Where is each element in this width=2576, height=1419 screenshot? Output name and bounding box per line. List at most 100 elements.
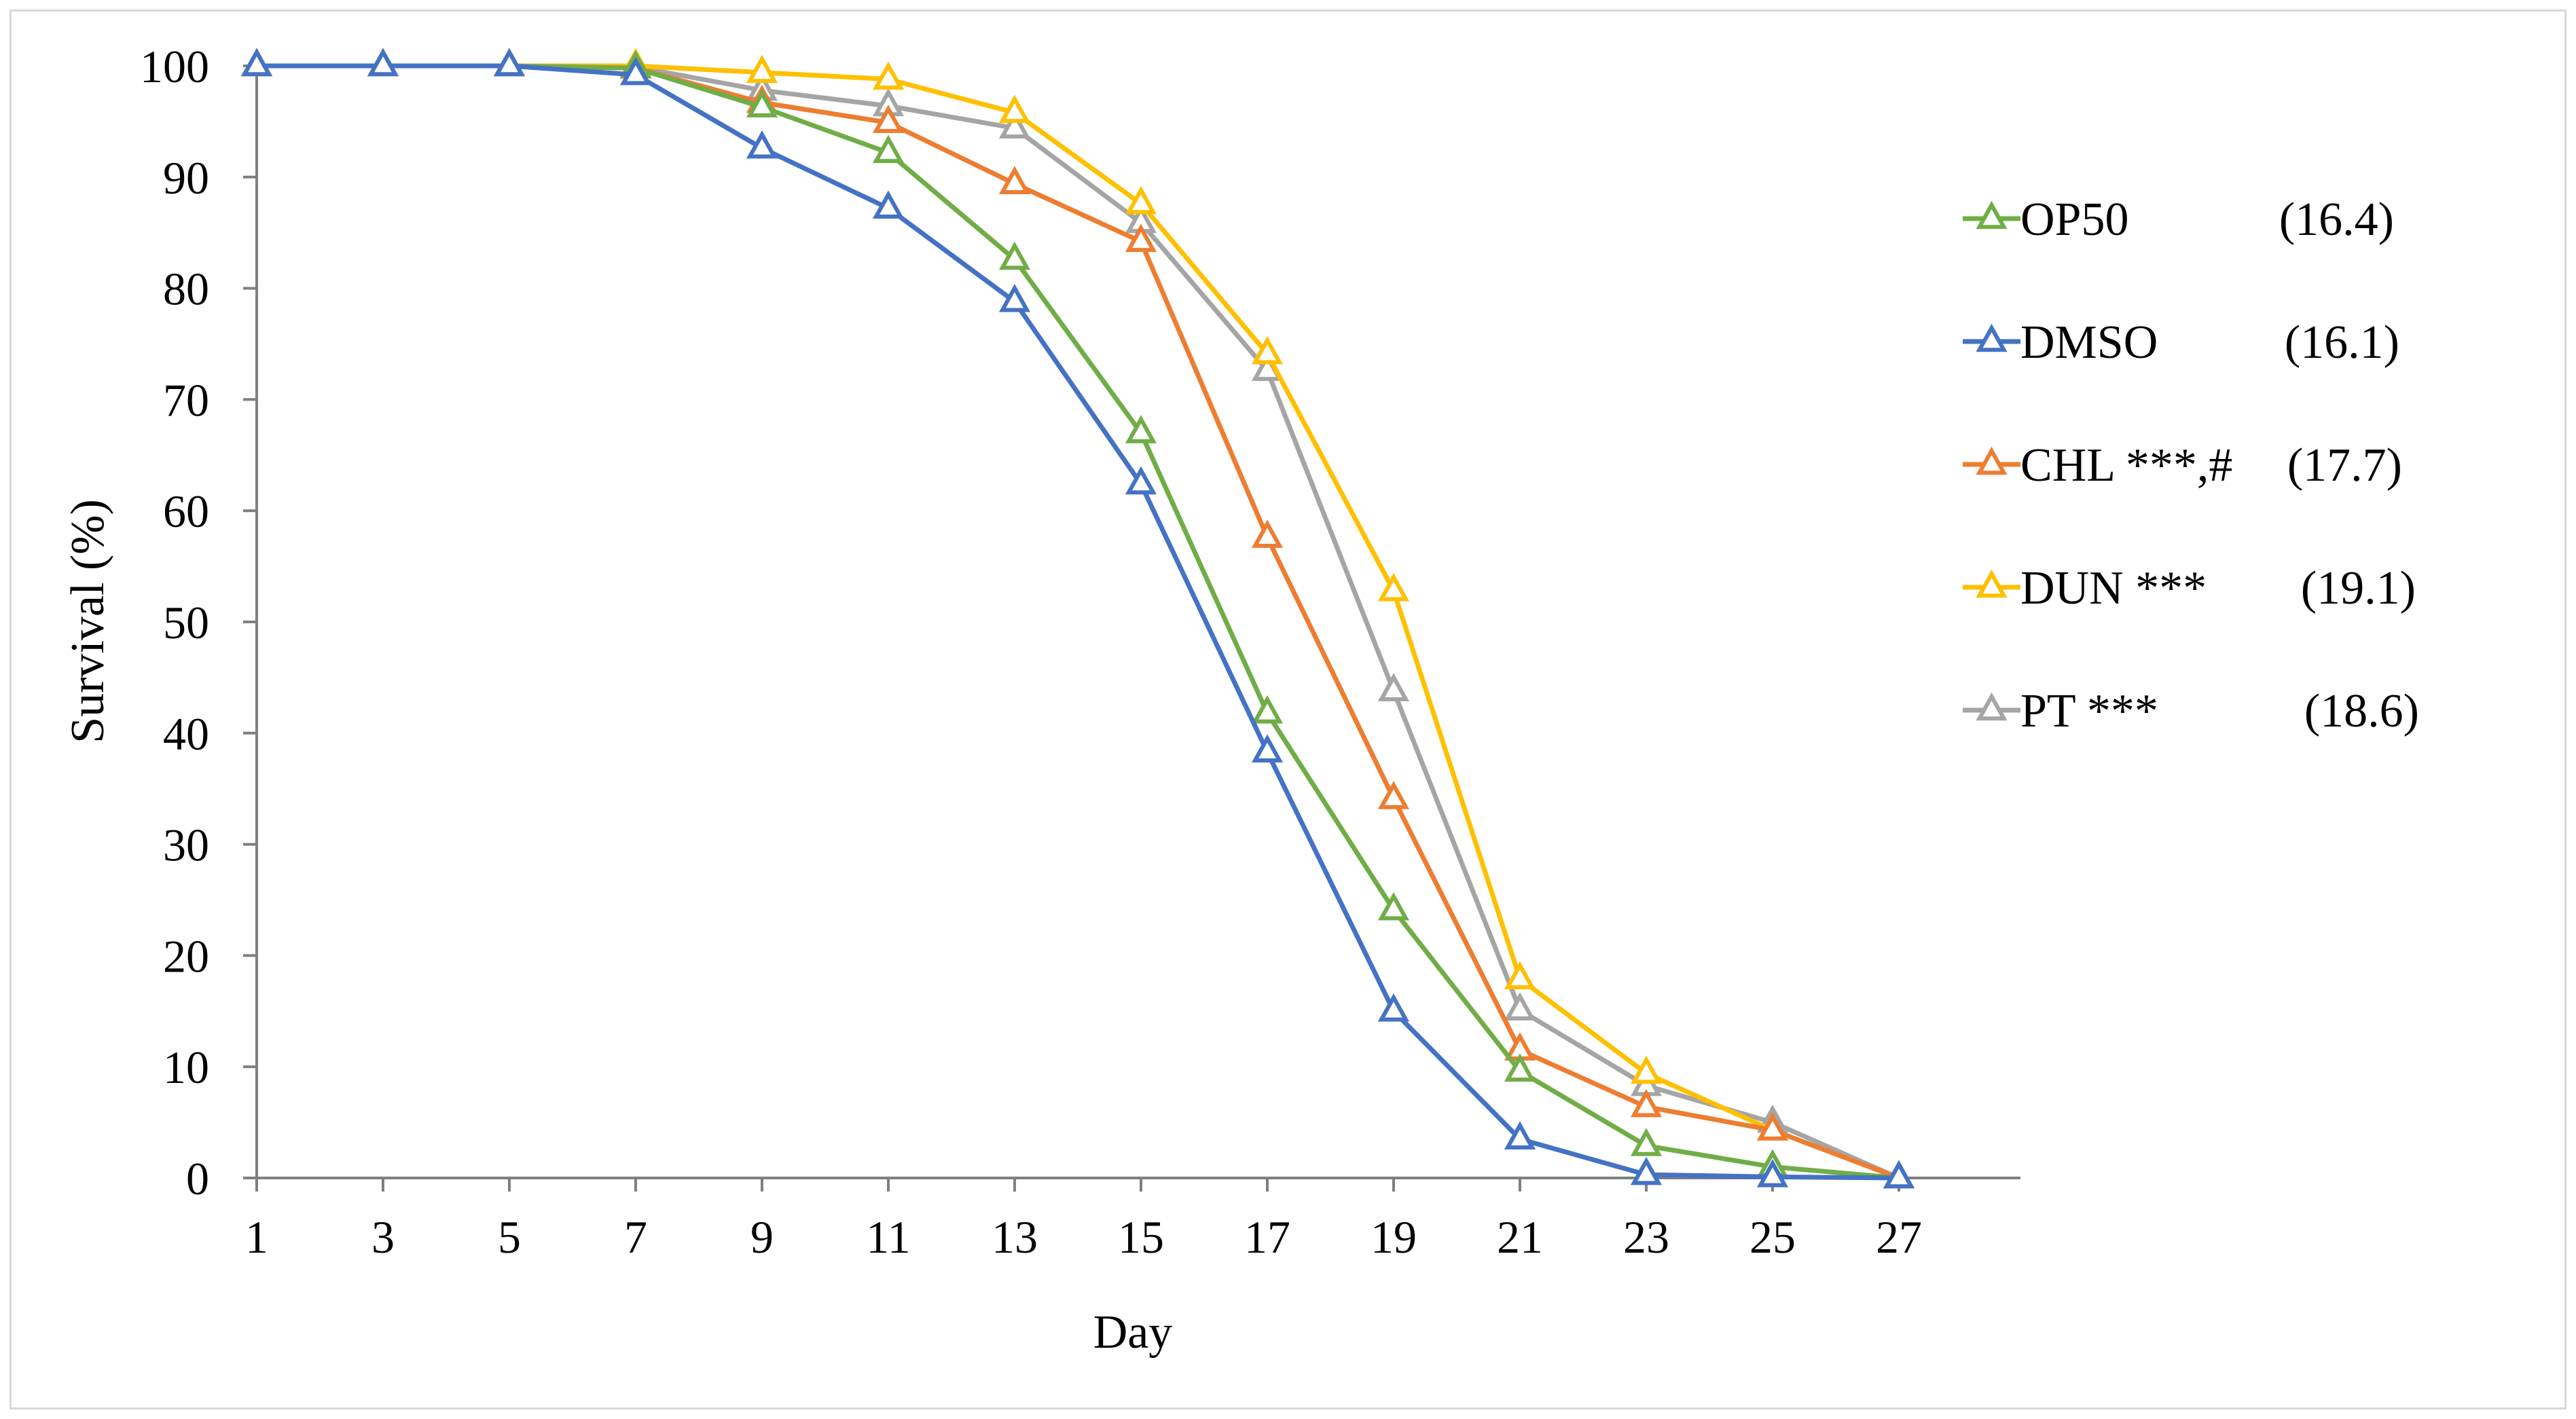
x-tick-label: 3 xyxy=(371,1211,395,1263)
y-tick-label: 0 xyxy=(186,1153,209,1204)
data-point xyxy=(1251,519,1284,548)
data-point xyxy=(1377,993,1410,1022)
data-point xyxy=(1125,185,1157,215)
y-axis-label: Survival (%) xyxy=(62,499,114,743)
legend-label: DMSO xyxy=(2020,316,2158,369)
x-tick-label: 9 xyxy=(750,1211,774,1263)
series-dun xyxy=(240,48,1915,1189)
data-point xyxy=(1504,992,1536,1020)
legend: OP50 (16.4) DMSO (16.1) CHL ***,# (17.7) DUN *… xyxy=(1963,194,2419,737)
x-tick-label: 11 xyxy=(866,1211,910,1263)
legend-item: OP50 (16.4) xyxy=(1963,194,2394,246)
data-point xyxy=(1883,1160,1915,1189)
x-tick-label: 5 xyxy=(498,1211,521,1263)
y-tick-label: 60 xyxy=(163,485,209,537)
series-line xyxy=(257,63,1900,1181)
series-pt xyxy=(240,48,1915,1189)
legend-marker xyxy=(1976,446,2008,475)
x-tick-label: 23 xyxy=(1623,1211,1669,1263)
data-point xyxy=(240,48,273,77)
data-point xyxy=(1377,572,1410,602)
legend-value: (19.1) xyxy=(2301,562,2416,614)
data-point xyxy=(1251,734,1284,762)
legend-value: (17.7) xyxy=(2287,439,2402,492)
legend-label: CHL ***,# xyxy=(2020,439,2232,492)
y-tick-label: 50 xyxy=(163,597,209,648)
data-point xyxy=(1756,1159,1789,1187)
series-chl xyxy=(240,48,1915,1189)
series-line xyxy=(257,63,1900,1181)
x-tick-label: 21 xyxy=(1497,1211,1543,1263)
x-tick-label: 7 xyxy=(624,1211,647,1263)
series-dmso xyxy=(240,48,1915,1189)
legend-item: DMSO (16.1) xyxy=(1963,316,2399,369)
legend-value: (16.4) xyxy=(2279,194,2394,246)
y-tick-label: 30 xyxy=(163,819,209,871)
legend-marker xyxy=(1976,200,2008,229)
series-op50 xyxy=(240,48,1915,1189)
data-point xyxy=(872,134,905,164)
legend-item: PT *** (18.6) xyxy=(1963,685,2419,737)
data-point xyxy=(872,190,905,219)
data-point xyxy=(746,89,778,117)
x-tick-label: 17 xyxy=(1244,1211,1290,1263)
data-point xyxy=(1251,695,1284,724)
data-point xyxy=(746,130,778,159)
x-tick-label: 13 xyxy=(992,1211,1038,1263)
y-tick-label: 20 xyxy=(163,930,209,982)
data-point xyxy=(493,48,526,77)
data-point xyxy=(998,166,1031,194)
series-line xyxy=(257,63,1900,1181)
y-tick-label: 100 xyxy=(140,41,209,92)
data-point xyxy=(1125,415,1157,443)
x-tick-label: 1 xyxy=(245,1211,268,1263)
x-tick-label: 27 xyxy=(1876,1211,1922,1263)
data-point xyxy=(1504,1121,1536,1149)
x-tick-label: 19 xyxy=(1371,1211,1417,1263)
x-axis-label: Day xyxy=(1093,1306,1173,1359)
data-point xyxy=(998,241,1031,270)
series-layer xyxy=(240,48,1915,1189)
legend-marker xyxy=(1976,692,2008,721)
legend-label: DUN *** xyxy=(2020,562,2207,614)
data-point xyxy=(998,283,1031,312)
data-point xyxy=(367,48,399,77)
data-point xyxy=(619,56,652,86)
data-point xyxy=(1377,891,1410,921)
data-point xyxy=(998,94,1031,124)
data-point xyxy=(1377,781,1410,809)
data-point xyxy=(872,105,905,133)
series-line xyxy=(257,63,1900,1181)
data-point xyxy=(1630,1088,1663,1118)
legend-item: DUN *** (19.1) xyxy=(1963,562,2416,614)
data-point xyxy=(1125,466,1157,495)
data-point xyxy=(1377,673,1410,701)
series-line xyxy=(257,63,1900,1181)
legend-value: (16.1) xyxy=(2285,316,2399,369)
data-point xyxy=(998,110,1031,139)
data-point xyxy=(1504,1053,1536,1082)
data-point xyxy=(1630,1156,1663,1185)
legend-label: PT *** xyxy=(2020,685,2158,737)
legend-marker xyxy=(1976,323,2008,352)
data-point xyxy=(1630,1128,1663,1156)
x-tick-label: 25 xyxy=(1749,1211,1796,1263)
data-point xyxy=(746,54,778,84)
legend-marker xyxy=(1976,569,2008,598)
y-tick-label: 70 xyxy=(163,374,209,426)
data-point xyxy=(1251,335,1284,365)
data-point xyxy=(1630,1055,1663,1084)
data-point xyxy=(872,61,905,90)
y-tick-label: 40 xyxy=(163,708,209,760)
x-tick-label: 15 xyxy=(1118,1211,1164,1263)
legend-item: CHL ***,# (17.7) xyxy=(1963,439,2402,492)
data-point xyxy=(1125,223,1157,253)
y-tick-label: 80 xyxy=(163,263,209,315)
chart-frame xyxy=(10,10,2566,1409)
legend-label: OP50 xyxy=(2020,194,2128,246)
y-tick-label: 10 xyxy=(163,1042,209,1093)
data-point xyxy=(1756,1112,1789,1141)
legend-value: (18.6) xyxy=(2304,685,2419,737)
